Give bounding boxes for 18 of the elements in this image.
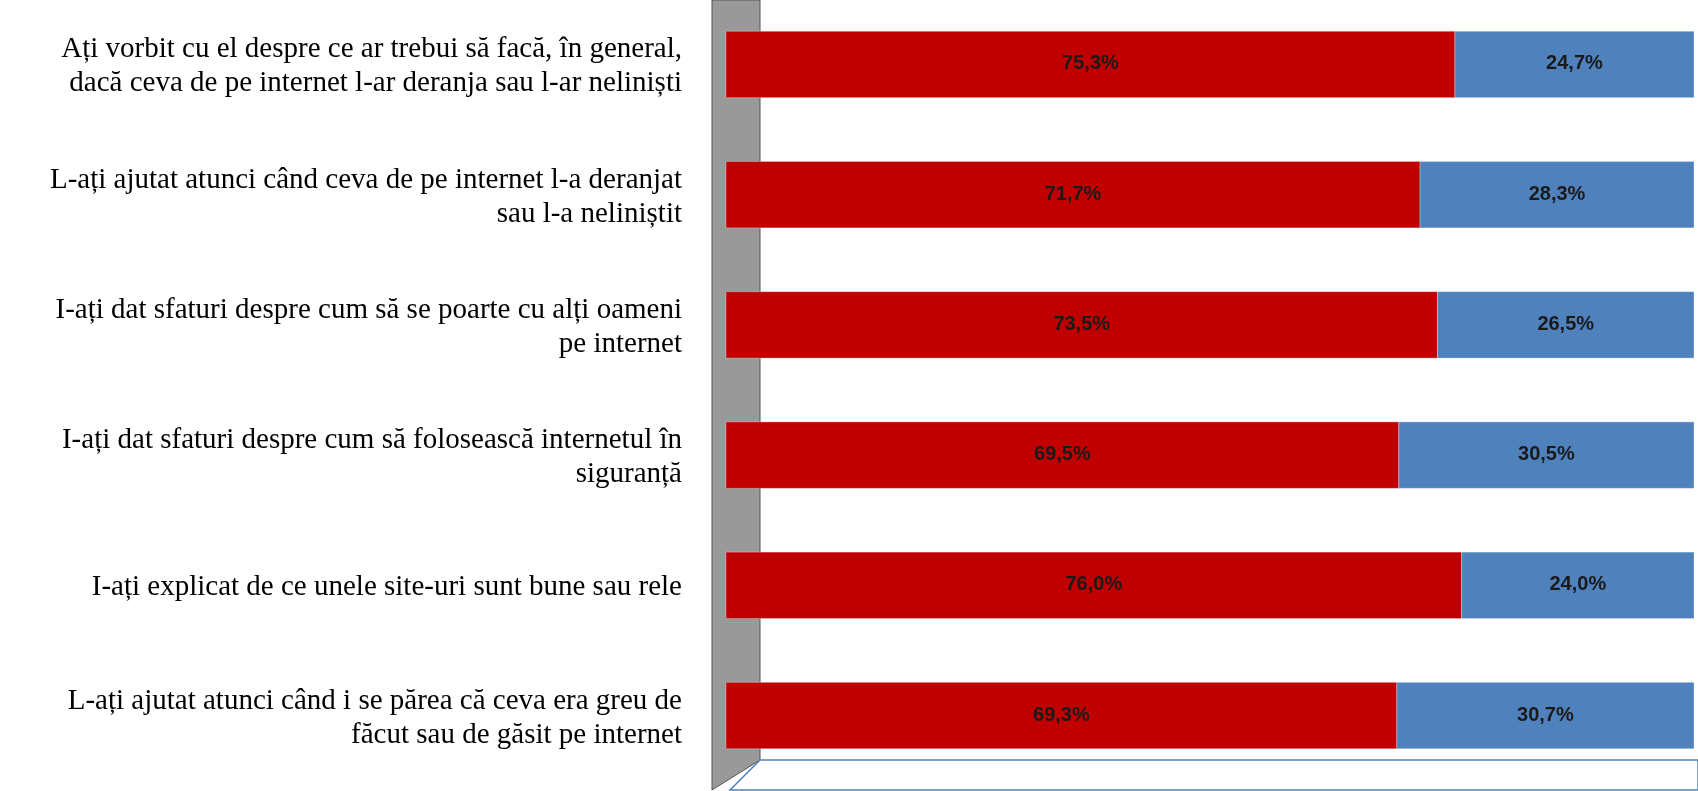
data-label: 28,3%: [1528, 181, 1586, 204]
y-tick-label: Ați vorbit cu el despre ce ar trebui să facă, în general, dacă ceva de pe internet l-ar deranja sau l-ar neliniști: [61, 31, 682, 98]
data-label: 75,3%: [1062, 51, 1120, 74]
data-label: 73,5%: [1053, 311, 1111, 334]
y-tick-label: I-ați dat sfaturi despre cum să se poarte cu alți oameni pe internet: [55, 291, 682, 358]
y-tick-label: I-ați explicat de ce unele site-uri sunt bune sau rele: [91, 569, 682, 602]
y-tick-label: I-ați dat sfaturi despre cum să folosească internetul în siguranță: [61, 422, 683, 489]
data-label: 24,0%: [1549, 572, 1607, 595]
data-label: 69,5%: [1034, 442, 1091, 465]
data-label: 76,0%: [1065, 572, 1123, 595]
data-label: 30,7%: [1517, 702, 1574, 725]
data-label: 24,7%: [1546, 51, 1604, 74]
data-label: 69,3%: [1033, 702, 1090, 725]
data-label: 26,5%: [1537, 311, 1595, 334]
data-label: 30,5%: [1518, 442, 1575, 465]
y-tick-label: L-ați ajutat atunci când i se părea că ceva era greu de făcut sau de găsit pe internet: [67, 682, 682, 749]
y-tick-label: L-ați ajutat atunci când ceva de pe internet l-a deranjat sau l-a neliniștit: [49, 161, 682, 228]
data-label: 71,7%: [1044, 181, 1102, 204]
